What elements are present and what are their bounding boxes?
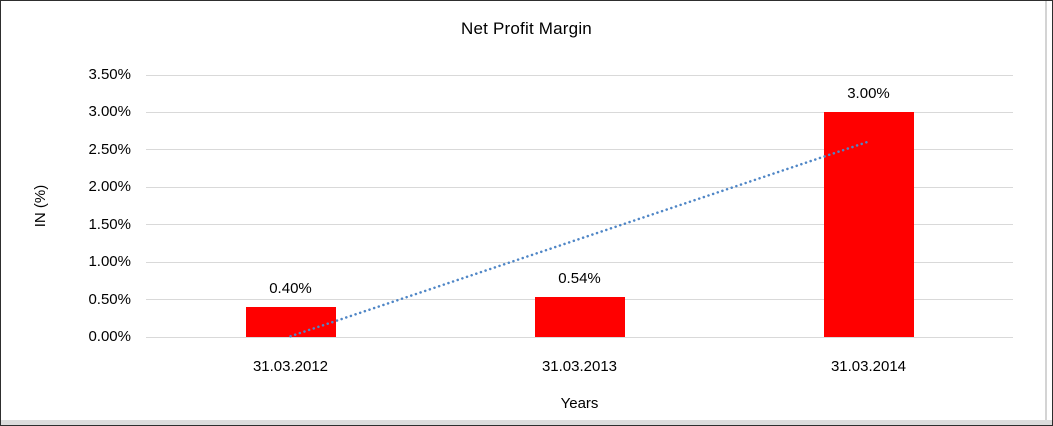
y-tick-label: 3.50% [88, 66, 131, 83]
x-category-label: 31.03.2014 [830, 358, 907, 375]
y-tick-label: 1.00% [88, 253, 131, 271]
x-category-label: 31.03.2013 [541, 358, 618, 375]
bar-data-label: 0.40% [269, 280, 312, 298]
bar-31.03.2014 [823, 112, 914, 337]
chart-frame-right-edge [1045, 1, 1047, 421]
bar-31.03.2012 [245, 307, 336, 337]
x-axis-title: Years [560, 395, 599, 412]
gridline [146, 74, 1013, 76]
y-tick-label: 3.00% [88, 103, 131, 121]
bar-data-label: 0.54% [558, 269, 601, 287]
y-tick-label: 2.50% [88, 140, 131, 158]
y-tick-label: 1.50% [88, 215, 131, 233]
bar-31.03.2013 [534, 296, 625, 337]
x-category-label: 31.03.2012 [252, 358, 329, 375]
y-tick-label: 0.00% [88, 328, 131, 345]
y-tick-label: 2.00% [88, 178, 131, 196]
chart-frame-bottom-edge [1, 420, 1052, 425]
y-tick-label: 0.50% [88, 290, 131, 308]
bar-data-label: 3.00% [847, 85, 890, 103]
chart-title: Net Profit Margin [461, 19, 592, 38]
gridline [146, 111, 1013, 113]
